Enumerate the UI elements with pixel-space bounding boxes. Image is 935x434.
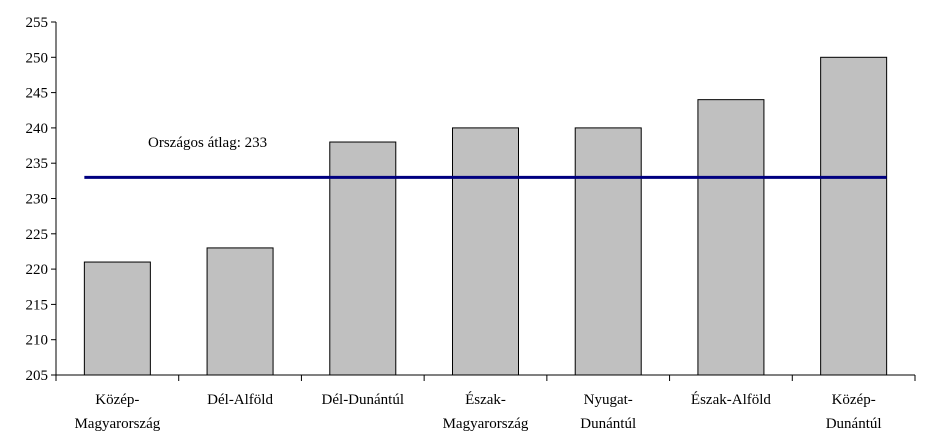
- bar: [452, 127, 519, 376]
- bar: [206, 247, 274, 376]
- y-tick-label: 245: [26, 86, 49, 102]
- average-annotation: Országos átlag: 233: [148, 135, 267, 151]
- x-category-label: Nyugat-Dunántúl: [580, 392, 636, 432]
- bar: [697, 99, 765, 376]
- chart-labels: 205 210 215 220 225 230 235 240 245 250 255 Közép-M…: [26, 15, 882, 432]
- chart-bars: [83, 56, 888, 376]
- bar: [329, 141, 397, 376]
- bar: [574, 127, 642, 376]
- x-category-label: Közép-Dunántúl: [826, 392, 882, 432]
- x-category-label: Észak-Magyarország: [443, 391, 529, 432]
- bar: [83, 261, 151, 376]
- x-category-label: Dél-Dunántúl: [322, 392, 404, 408]
- y-tick-label: 215: [26, 297, 49, 313]
- y-tick-label: 210: [26, 333, 49, 349]
- x-category-label: Dél-Alföld: [207, 392, 273, 408]
- y-tick-label: 250: [26, 50, 49, 66]
- y-tick-label: 220: [26, 262, 49, 278]
- x-category-label: Közép-Magyarország: [74, 392, 160, 432]
- y-tick-label: 225: [26, 227, 49, 243]
- y-tick-label: 255: [26, 15, 49, 31]
- y-tick-label: 230: [26, 192, 49, 208]
- y-tick-label: 240: [26, 121, 49, 137]
- y-tick-label: 205: [26, 368, 49, 384]
- y-tick-label: 235: [26, 156, 49, 172]
- x-category-label: Észak-Alföld: [691, 391, 771, 408]
- bar: [820, 56, 888, 376]
